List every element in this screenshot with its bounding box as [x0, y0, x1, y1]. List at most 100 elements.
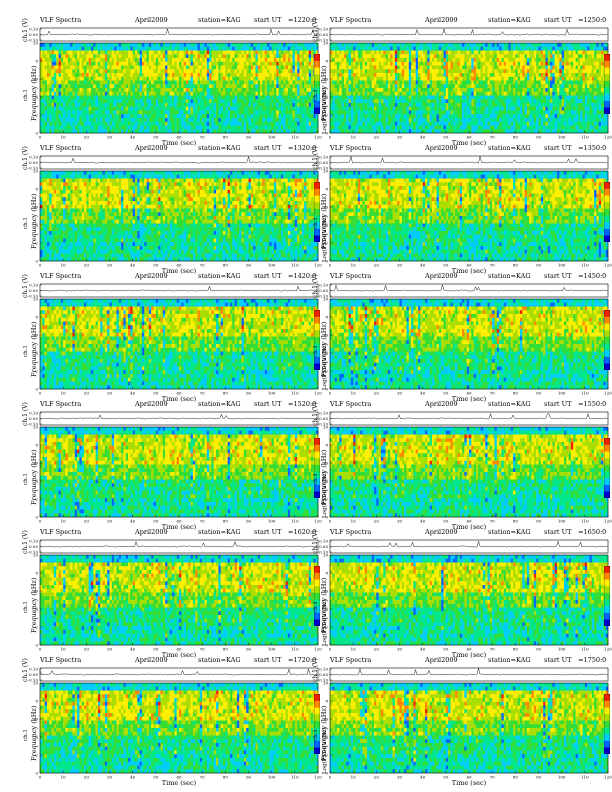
heatmap-cell — [204, 125, 207, 130]
heatmap-cell — [77, 95, 80, 100]
heatmap-cell — [267, 50, 270, 55]
heatmap-cell — [598, 65, 602, 70]
heatmap-cell — [443, 58, 447, 62]
heatmap-cell — [554, 80, 558, 85]
heatmap-cell — [250, 121, 254, 126]
heatmap-cell — [334, 73, 338, 77]
heatmap-cell — [204, 95, 207, 100]
heatmap-cell — [369, 46, 372, 51]
heatmap-cell — [304, 69, 307, 74]
heatmap-cell — [436, 58, 440, 62]
heatmap-cell — [399, 69, 403, 74]
heatmap-cell — [290, 69, 293, 74]
heatmap-cell — [399, 95, 403, 100]
heatmap-cell — [554, 58, 558, 62]
heatmap-cell — [501, 91, 504, 96]
heatmap-cell — [394, 69, 398, 74]
heatmap-cell — [315, 50, 319, 55]
heatmap-cell — [371, 73, 375, 77]
heatmap-cell — [213, 76, 217, 81]
heatmap-cell — [489, 73, 493, 77]
heatmap-cell — [577, 54, 581, 59]
heatmap-cell — [144, 91, 147, 96]
heatmap-cell — [517, 99, 521, 104]
heatmap-cell — [81, 50, 85, 55]
heatmap-cell — [350, 99, 354, 104]
heatmap-cell — [67, 114, 71, 119]
heatmap-cell — [67, 69, 71, 74]
heatmap-cell — [225, 84, 228, 89]
heatmap-cell — [536, 80, 539, 85]
heatmap-cell — [269, 103, 272, 107]
heatmap-cell — [469, 88, 472, 92]
heatmap-cell — [276, 54, 279, 59]
heatmap-cell — [478, 103, 481, 107]
heatmap-cell — [204, 43, 207, 47]
heatmap-cell — [339, 69, 342, 74]
heatmap-cell — [128, 54, 131, 59]
heatmap-cell — [255, 80, 258, 85]
heatmap-cell — [267, 61, 270, 66]
heatmap-cell — [519, 61, 523, 66]
heatmap-cell — [253, 80, 256, 85]
heatmap-cell — [411, 69, 414, 74]
heatmap-cell — [311, 58, 314, 62]
heatmap-cell — [503, 88, 507, 92]
heatmap-cell — [192, 95, 196, 100]
heatmap-cell — [515, 61, 518, 66]
heatmap-cell — [267, 125, 270, 130]
heatmap-cell — [179, 99, 182, 104]
heatmap-cell — [141, 91, 145, 96]
heatmap-cell — [332, 91, 335, 96]
heatmap-cell — [522, 43, 525, 47]
heatmap-cell — [462, 95, 465, 100]
heatmap-cell — [42, 129, 45, 134]
heatmap-cell — [192, 118, 196, 122]
heatmap-cell — [109, 80, 113, 85]
heatmap-cell — [445, 95, 449, 100]
heatmap-cell — [202, 61, 205, 66]
heatmap-cell — [248, 118, 252, 122]
heatmap-cell — [594, 95, 597, 100]
heatmap-cell — [278, 110, 282, 115]
heatmap-cell — [290, 54, 293, 59]
heatmap-cell — [51, 125, 55, 130]
heatmap-cell — [179, 73, 182, 77]
heatmap-cell — [257, 50, 261, 55]
heatmap-cell — [134, 54, 138, 59]
heatmap-cell — [116, 95, 119, 100]
heatmap-cell — [102, 61, 106, 66]
heatmap-cell — [587, 76, 590, 81]
heatmap-cell — [582, 91, 586, 96]
heatmap-cell — [116, 69, 119, 74]
heatmap-cell — [404, 50, 407, 55]
heatmap-cell — [524, 91, 528, 96]
heatmap-cell — [77, 106, 80, 111]
heatmap-cell — [51, 69, 55, 74]
heatmap-cell — [137, 118, 140, 122]
heatmap-cell — [401, 80, 405, 85]
heatmap-cell — [376, 95, 379, 100]
heatmap-cell — [271, 88, 275, 92]
heatmap-cell — [90, 73, 94, 77]
heatmap-cell — [199, 125, 203, 130]
heatmap-cell — [241, 54, 245, 59]
heatmap-cell — [306, 118, 309, 122]
heatmap-cell — [206, 50, 210, 55]
heatmap-cell — [399, 88, 403, 92]
heatmap-cell — [262, 125, 265, 130]
heatmap-cell — [232, 110, 235, 115]
heatmap-cell — [90, 50, 94, 55]
heatmap-cell — [165, 58, 168, 62]
heatmap-cell — [280, 125, 284, 130]
heatmap-cell — [60, 95, 64, 100]
heatmap-cell — [128, 91, 131, 96]
heatmap-cell — [192, 76, 196, 81]
heatmap-cell — [273, 95, 277, 100]
heatmap-cell — [225, 110, 228, 115]
heatmap-cell — [392, 65, 396, 70]
heatmap-cell — [192, 43, 196, 47]
heatmap-cell — [56, 65, 59, 70]
heatmap-cell — [269, 99, 272, 104]
heatmap-cell — [315, 121, 319, 126]
